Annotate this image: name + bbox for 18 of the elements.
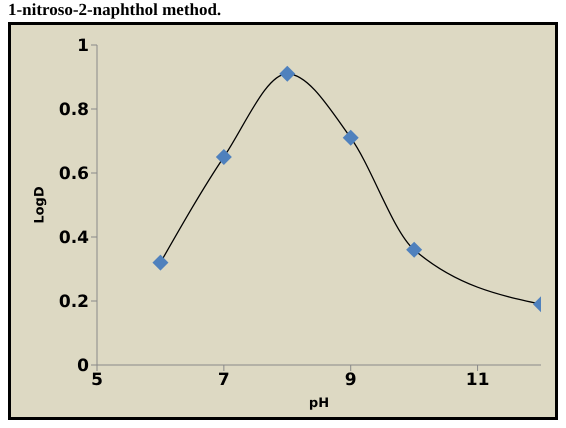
x-tick-label: 11	[466, 370, 490, 390]
x-tick-label: 9	[344, 370, 357, 390]
y-axis-title: LogD	[32, 186, 48, 224]
x-axis-title: pH	[308, 396, 330, 411]
point	[406, 242, 422, 258]
y-tick-label: 0.2	[58, 292, 89, 312]
point	[152, 254, 168, 271]
point	[342, 130, 359, 146]
chart-title: 1-nitroso-2-naphthol method.	[8, 0, 222, 20]
x-tick-label: 5	[91, 370, 103, 390]
y-tick-label: 0	[77, 356, 90, 376]
y-tick-label: 1	[77, 36, 89, 56]
point	[279, 66, 296, 82]
y-tick-label: 0.6	[58, 164, 89, 184]
y-tick-label: 0.8	[58, 100, 89, 120]
point	[216, 149, 232, 165]
y-tick-label: 0.4	[58, 228, 90, 248]
x-tick-label: 7	[218, 370, 230, 390]
